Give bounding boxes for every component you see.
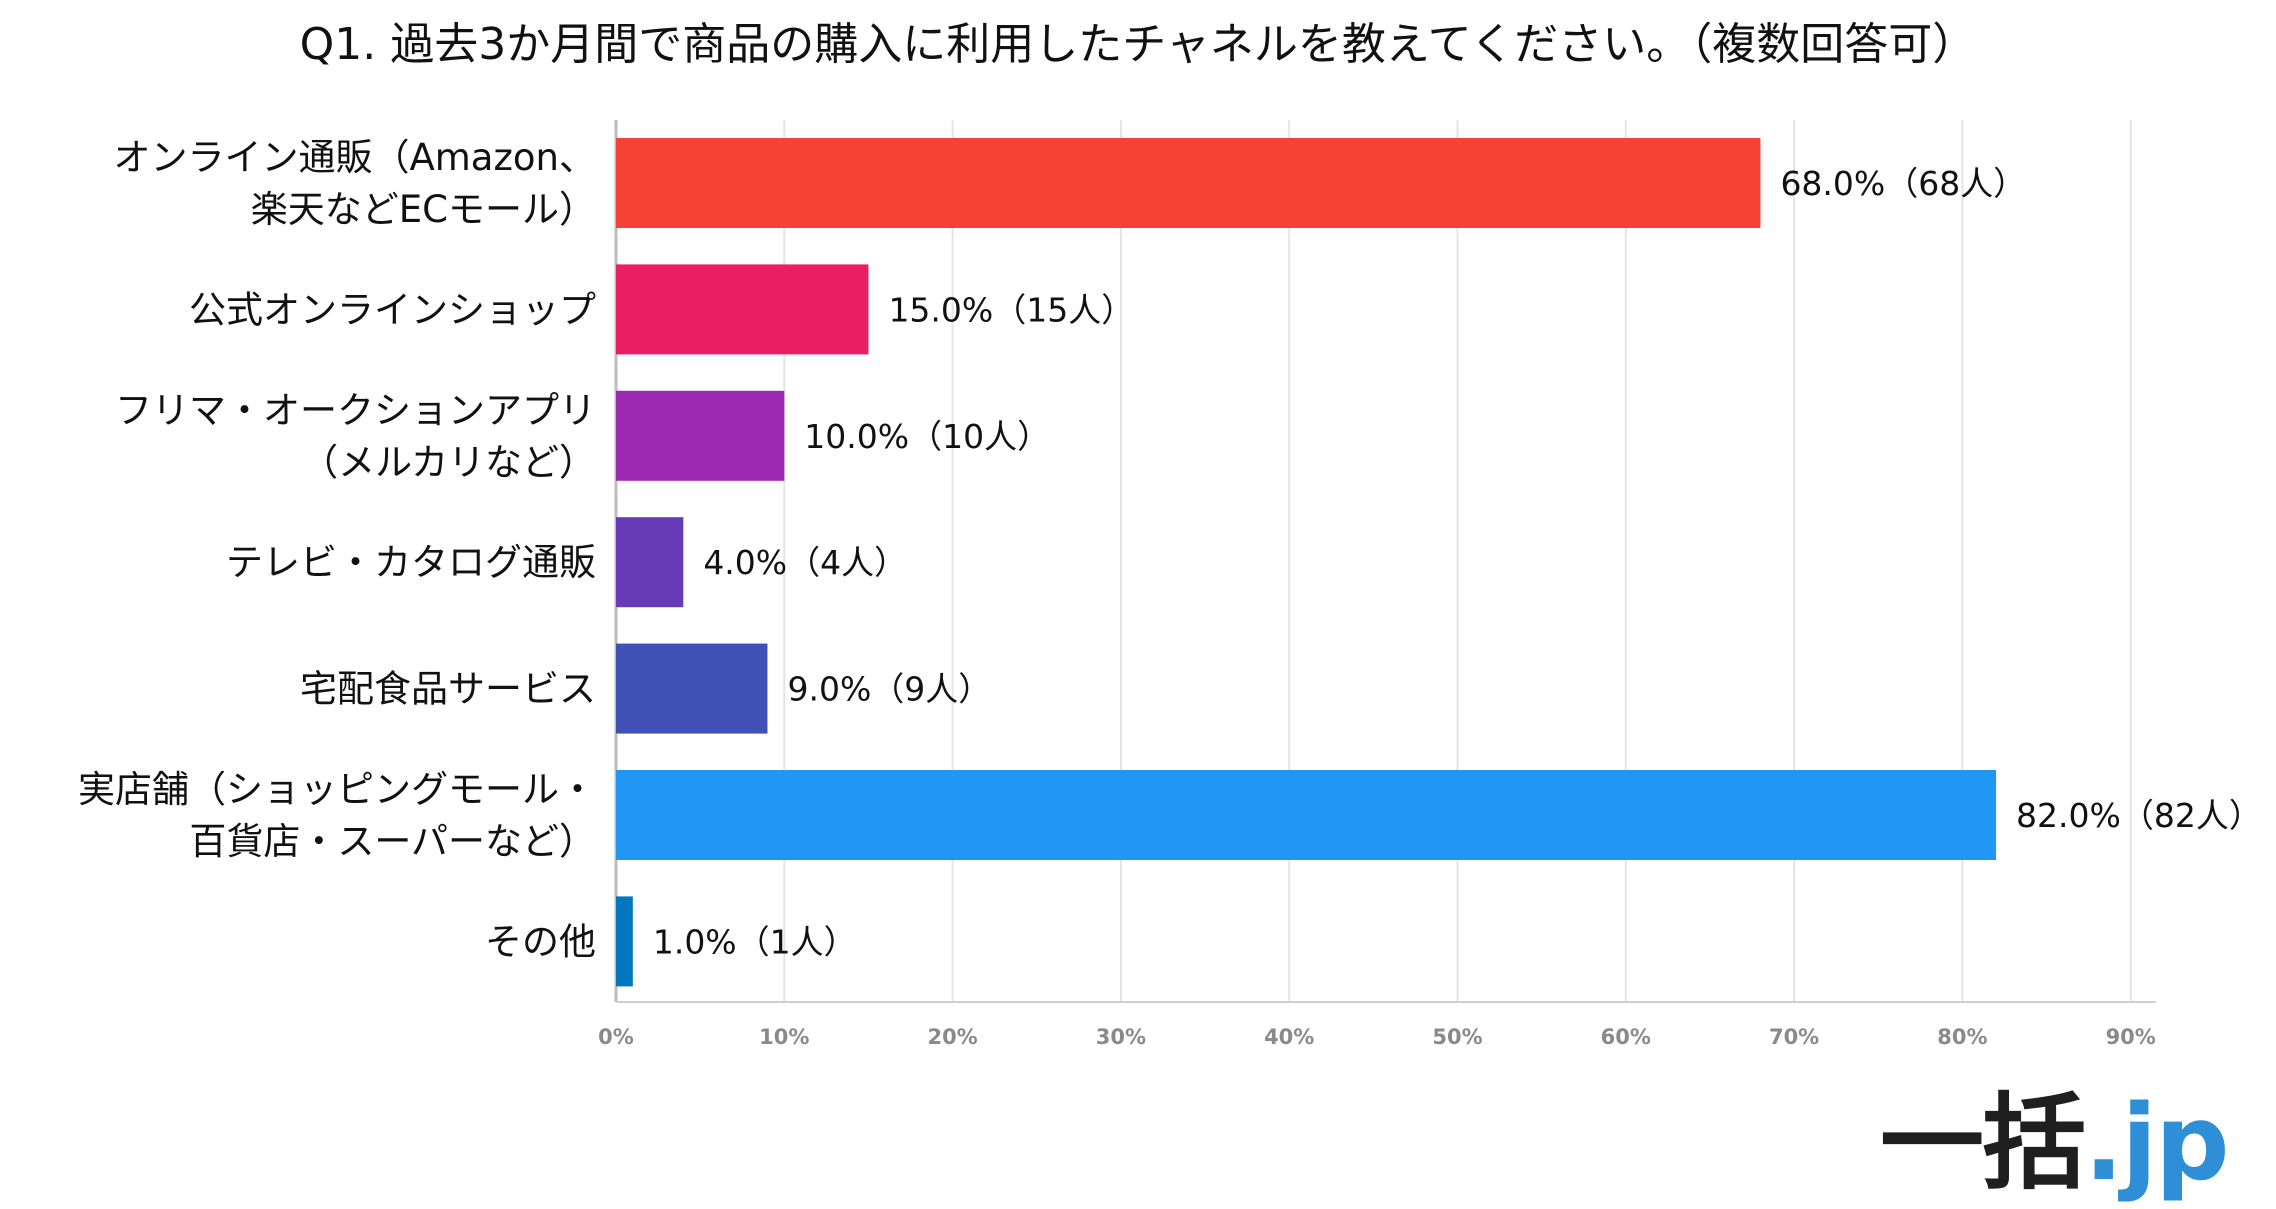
x-tick-label: 30% <box>1096 1025 1146 1049</box>
bar <box>616 896 633 987</box>
category-label: テレビ・カタログ通販 <box>226 541 596 584</box>
x-tick-label: 50% <box>1432 1025 1482 1049</box>
brand-logo: 一括.jp <box>1880 1058 2230 1209</box>
data-label: 9.0%（9人） <box>787 670 991 709</box>
category-label: 百貨店・スーパーなど） <box>189 820 596 863</box>
category-label: 楽天などECモール） <box>251 188 596 231</box>
logo-domain-text: .jp <box>2084 1082 2230 1204</box>
x-tick-label: 0% <box>598 1025 634 1049</box>
data-label: 1.0%（1人） <box>653 922 857 961</box>
data-label: 4.0%（4人） <box>703 543 907 582</box>
chart-title: Q1. 過去3か月間で商品の購入に利用したチャネルを教えてください。（複数回答可… <box>299 19 1977 70</box>
bar <box>616 517 684 608</box>
labels: 0% 10% 20% 30% 40% 50% 60% 70% 80% 90% 68.0%（68人） オ… <box>78 136 2262 1049</box>
bar <box>616 264 869 355</box>
x-tick-label: 20% <box>927 1025 977 1049</box>
data-label: 68.0%（68人） <box>1780 164 2026 203</box>
bars <box>616 138 1997 987</box>
category-label: フリマ・オークションアプリ <box>115 389 596 432</box>
bar <box>616 643 768 734</box>
bar <box>616 770 1997 860</box>
category-label: オンライン通販（Amazon、 <box>113 136 596 179</box>
category-label: 実店舗（ショッピングモール・ <box>78 768 596 811</box>
bar <box>616 138 1761 228</box>
category-label: 宅配食品サービス <box>300 668 596 711</box>
category-label: その他 <box>485 920 596 963</box>
x-tick-label: 80% <box>1937 1025 1987 1049</box>
grid-lines <box>614 120 2156 1003</box>
category-label: 公式オンラインショップ <box>189 288 596 331</box>
bar <box>616 390 785 481</box>
x-tick-label: 10% <box>759 1025 809 1049</box>
x-tick-label: 90% <box>2106 1025 2156 1049</box>
x-tick-label: 60% <box>1601 1025 1651 1049</box>
category-label: （メルカリなど） <box>301 441 596 484</box>
x-tick-label: 40% <box>1264 1025 1314 1049</box>
data-label: 15.0%（15人） <box>888 290 1134 329</box>
data-label: 10.0%（10人） <box>804 417 1050 456</box>
x-tick-label: 70% <box>1769 1025 1819 1049</box>
data-label: 82.0%（82人） <box>2016 796 2262 835</box>
logo-main-text: 一括 <box>1880 1082 2086 1204</box>
